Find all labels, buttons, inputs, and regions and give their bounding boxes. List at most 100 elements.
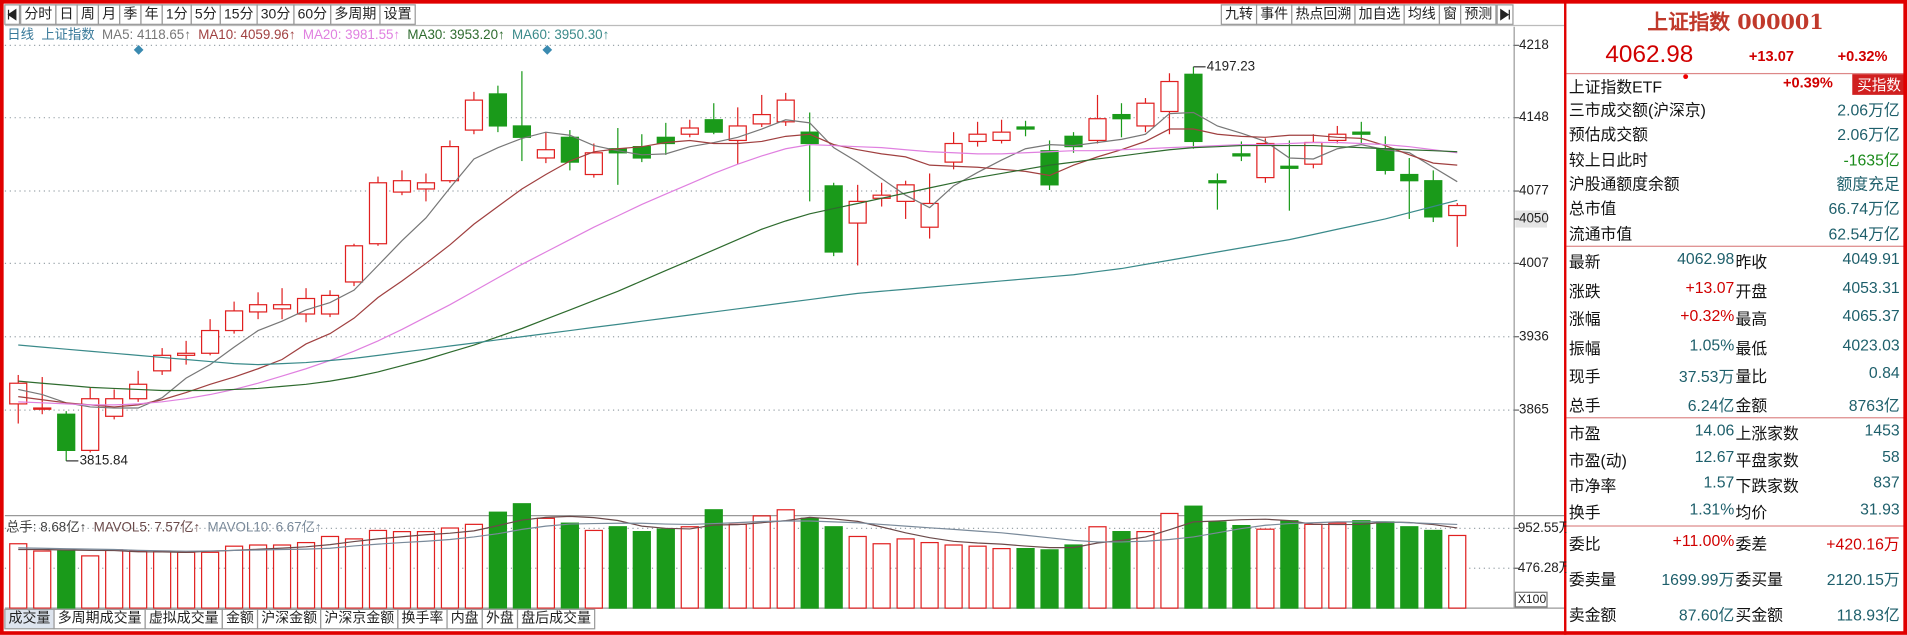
volume-bar [536,517,556,609]
field-value: 37.53万 [1678,367,1735,387]
info-label: 较上日此时 [1568,150,1648,169]
field-value: 58 [1882,447,1900,466]
volume-bar [656,528,675,609]
field-label: 振幅 [1568,339,1601,358]
prev-icon [7,8,17,21]
volume-bar [1136,531,1155,609]
candle-body [1232,153,1251,157]
next-icon [1500,8,1510,21]
legend-entry: MA30: 3953.20↑ [407,27,504,42]
candle-body [920,202,939,228]
volume-bar [920,541,939,609]
candle-body [560,136,579,163]
volume-bar [1256,528,1275,609]
candle-body [1280,165,1299,169]
volume-bar [1424,529,1443,609]
field-label: 委买量 [1735,570,1783,589]
volume-bar [105,549,124,609]
price-marker-label: 4050 [1519,211,1549,226]
separator [1566,417,1905,419]
field-value: 1699.99万 [1661,570,1735,589]
field-value: 1453 [1864,420,1900,440]
period-tab-label: 多周期 [334,5,376,21]
candle-body [344,245,364,283]
indicator-tab[interactable] [516,608,596,630]
tool-button-label: 窗 [1443,5,1457,21]
volume-bar [1280,520,1299,609]
field-value: 2120.15万 [1826,570,1900,589]
legend-entry: MAVOL10: 6.67亿↑ [208,519,322,534]
info-value: 66.74万亿 [1828,199,1900,218]
period-tab-label: 月 [102,5,116,21]
candle-body [752,113,771,125]
indicator-tab-label: 换手率 [402,610,444,626]
field-value: 31.93 [1860,499,1900,518]
field-value: 0.84 [1868,364,1900,383]
field-label: 委比 [1568,535,1601,554]
candle-body [296,297,316,315]
event-marker[interactable] [133,44,144,55]
last-price: 4062.98 [1605,41,1694,69]
volume-bar [1016,547,1035,609]
ma-line [18,128,1458,408]
info-label: 流通市值 [1568,224,1633,243]
candle-body [1184,73,1203,143]
volume-bar [1232,524,1251,609]
tool-button[interactable] [1460,4,1497,25]
period-tab-label: 年 [145,5,159,21]
candle-body [129,383,148,400]
field-label: 委差 [1735,535,1768,554]
candle-body [416,182,436,190]
candle-body [1448,204,1467,217]
field-label: 涨跌 [1568,281,1601,300]
tool-button-label: 预测 [1464,5,1492,21]
ma-line [18,199,1458,366]
candle-body [848,200,867,224]
candle-body [248,304,268,313]
candle-body [1064,135,1083,148]
price-marker-bg [1515,210,1548,228]
volume-bar [296,541,316,609]
volume-bar [560,522,579,609]
candle-body [1424,180,1443,218]
period-tab-label: 设置 [384,5,412,21]
volume-bar [968,545,987,609]
field-value: 4023.03 [1842,335,1900,354]
buy-index-button[interactable]: 买指数 [1852,74,1906,95]
period-tab[interactable] [379,4,416,25]
field-value: +0.32% [1680,306,1735,325]
candle-body [824,185,843,253]
volume-bar [200,551,220,609]
volume-bar [728,523,747,609]
etf-change: +0.39% [1782,74,1833,92]
field-value: +11.00% [1672,531,1735,550]
candle-body [224,310,244,332]
period-tab-label: 1分 [166,5,188,21]
y-tick-label: 4007 [1519,255,1549,270]
y-tick-label: 476.28万 [1518,560,1567,575]
indicator-tab-label: 沪深京金额 [324,610,394,626]
volume-bar [704,509,723,609]
legend-entry: MA20: 3981.55↑ [303,27,400,42]
field-label: 卖金额 [1568,605,1617,624]
candle-body [680,127,699,135]
etf-dot [1683,74,1689,80]
field-value: 8763亿 [1848,396,1900,415]
info-label: 总市值 [1568,199,1617,218]
volume-bar [1064,544,1083,609]
legend-entry: 日线 [7,27,34,42]
event-marker[interactable] [542,44,553,55]
period-tab-label: 分时 [24,5,52,21]
etf-name: 上证指数ETF [1568,77,1663,97]
ma-line [18,141,1458,406]
tool-button-label: 事件 [1260,5,1288,21]
price-change-pct: +0.32% [1837,47,1888,65]
volume-bar [1304,523,1323,609]
field-value: 6.24亿 [1687,396,1735,415]
indicator-tab-label: 成交量 [9,610,51,626]
volume-bar [1112,531,1131,609]
volume-bar [776,509,795,609]
volume-bar [752,515,771,609]
field-label: 市盈(动) [1568,450,1627,469]
